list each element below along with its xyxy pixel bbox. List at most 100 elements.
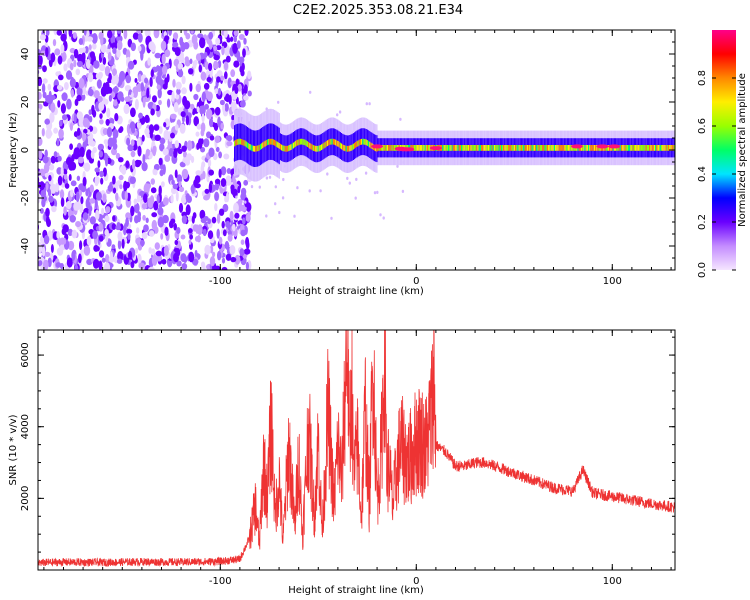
noise-speck xyxy=(195,224,199,235)
noise-speck xyxy=(77,156,84,164)
band-center xyxy=(463,145,465,151)
noise-speck xyxy=(33,140,36,148)
noise-speck xyxy=(104,81,110,92)
noise-speck xyxy=(191,215,195,224)
noise-speck xyxy=(172,78,176,88)
noise-speck xyxy=(195,83,201,93)
noise-speck xyxy=(33,31,37,38)
band-center xyxy=(597,145,599,151)
band-center xyxy=(569,145,571,151)
noise-speck xyxy=(48,174,52,182)
noise-speck xyxy=(174,124,179,131)
band-center xyxy=(625,145,627,151)
noise-speck xyxy=(99,64,106,71)
noise-speck xyxy=(147,57,151,66)
noise-speck xyxy=(220,166,227,176)
noise-speck xyxy=(69,62,74,71)
noise-speck xyxy=(277,100,280,104)
noise-speck xyxy=(232,173,236,184)
noise-speck xyxy=(107,51,112,61)
noise-speck xyxy=(141,232,148,240)
noise-speck xyxy=(134,78,138,83)
x-tick-label: -100 xyxy=(209,576,232,587)
noise-speck xyxy=(224,240,230,250)
band-center xyxy=(648,145,650,151)
noise-speck xyxy=(106,127,113,138)
band-center xyxy=(571,145,573,151)
band-center xyxy=(359,139,361,145)
spectrogram-ticks: -100 0 100 -40 -20 0 20 40 xyxy=(20,29,675,287)
noise-speck xyxy=(89,216,96,225)
noise-speck xyxy=(247,90,252,97)
noise-speck xyxy=(112,129,119,139)
noise-speck xyxy=(73,131,78,138)
noise-speck xyxy=(330,216,333,220)
noise-speck xyxy=(234,212,240,219)
noise-speck xyxy=(103,139,108,145)
band-center xyxy=(296,140,298,146)
band-center xyxy=(316,145,318,152)
noise-speck xyxy=(125,228,133,234)
noise-speck xyxy=(136,30,143,34)
noise-speck xyxy=(348,181,351,185)
band-center xyxy=(389,145,391,151)
noise-speck xyxy=(47,83,52,91)
noise-speck xyxy=(243,179,249,186)
band-center xyxy=(254,145,256,152)
band-center xyxy=(656,145,658,151)
noise-speck xyxy=(95,246,100,252)
noise-speck xyxy=(45,47,49,58)
noise-speck xyxy=(207,230,214,240)
noise-speck xyxy=(107,30,113,39)
noise-speck xyxy=(111,223,117,230)
band-center xyxy=(442,145,444,151)
band-center xyxy=(525,145,527,151)
noise-speck xyxy=(233,202,239,214)
noise-speck xyxy=(214,265,221,270)
band-center xyxy=(537,145,539,151)
noise-speck xyxy=(96,79,102,89)
band-center xyxy=(655,145,657,151)
band-center xyxy=(271,138,273,145)
noise-speck xyxy=(64,82,69,90)
band-center xyxy=(673,145,675,151)
band-center xyxy=(595,145,597,151)
band-center xyxy=(291,143,293,150)
noise-speck xyxy=(53,151,58,158)
noise-speck xyxy=(105,206,111,214)
noise-speck xyxy=(281,196,285,200)
noise-speck xyxy=(75,191,80,203)
band-center xyxy=(493,145,496,151)
noise-speck xyxy=(95,191,102,201)
band-center xyxy=(244,140,246,147)
band-center xyxy=(268,139,270,145)
noise-speck xyxy=(116,258,123,264)
noise-speck xyxy=(38,54,42,65)
noise-speck xyxy=(154,134,161,141)
noise-speck xyxy=(38,76,43,87)
band-center xyxy=(315,145,317,152)
noise-speck xyxy=(94,199,98,209)
noise-speck xyxy=(31,136,36,146)
band-center xyxy=(261,143,263,150)
noise-speck xyxy=(86,129,91,135)
y-tick-label: 2000 xyxy=(20,486,31,511)
noise-speck xyxy=(81,132,87,142)
band-center xyxy=(318,145,320,152)
band-center xyxy=(351,144,353,151)
band-center xyxy=(623,145,625,151)
noise-speck xyxy=(65,157,73,166)
noise-speck xyxy=(56,84,63,91)
noise-speck xyxy=(73,113,77,125)
y-tick-label: 4000 xyxy=(20,414,31,439)
noise-speck xyxy=(190,103,195,110)
noise-speck xyxy=(162,164,166,175)
noise-speck xyxy=(67,228,74,236)
noise-speck xyxy=(140,239,145,247)
band-center xyxy=(638,145,640,151)
noise-speck xyxy=(183,30,188,36)
noise-speck xyxy=(224,103,229,112)
noise-speck xyxy=(186,140,193,151)
noise-speck xyxy=(199,209,206,220)
band-center xyxy=(628,145,630,151)
